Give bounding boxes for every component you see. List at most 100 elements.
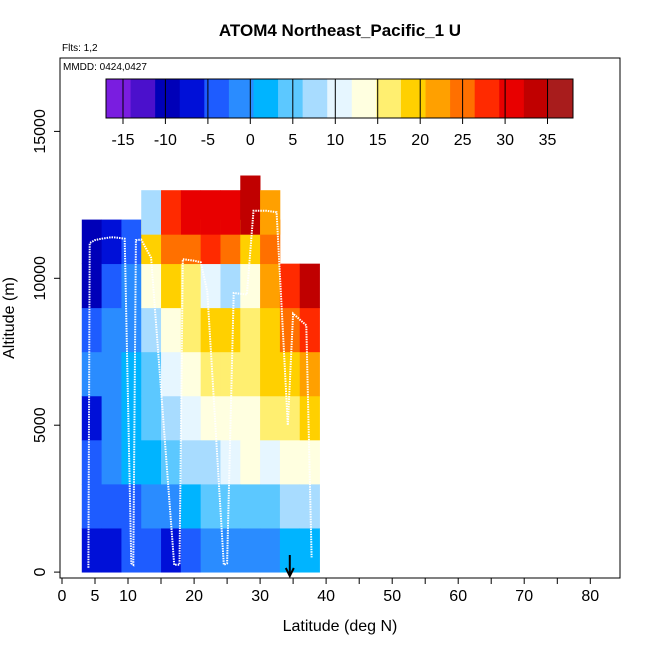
dates-label: MMDD: 0424,0427	[63, 62, 147, 73]
heatmap-cell	[141, 439, 162, 485]
heatmap-cell	[200, 351, 221, 397]
colorbar-segment	[302, 79, 328, 118]
heatmap-cell	[101, 219, 122, 265]
heatmap-cell	[260, 351, 281, 397]
colorbar-segment	[155, 79, 181, 118]
heatmap-cell	[200, 190, 221, 235]
arrow-head	[284, 567, 295, 579]
colorbar-segment	[130, 79, 156, 118]
colorbar-tick-label: -5	[201, 132, 215, 149]
y-tick-label: 5000	[32, 407, 49, 443]
heatmap-cell	[141, 483, 162, 529]
heatmap-cell	[279, 263, 301, 309]
colorbar-segment	[278, 79, 304, 118]
y-axis: 0 5000 10000 15000	[32, 109, 60, 577]
colorbar-segment	[106, 79, 131, 118]
flights-label: Flts: 1,2	[62, 43, 98, 54]
heatmap-cell	[200, 483, 221, 529]
heatmap-cell	[161, 190, 182, 235]
heatmap-cell	[220, 439, 241, 485]
x-tick-label: 30	[251, 588, 269, 605]
heatmap-cell	[141, 190, 162, 235]
colorbar-segment	[548, 79, 574, 118]
heatmap-cell	[161, 263, 182, 309]
colorbar-frame	[105, 78, 574, 119]
heatmap-cell	[299, 307, 320, 353]
heatmap-cell	[141, 263, 162, 309]
colorbar-segment	[523, 79, 549, 118]
heatmap-cell	[81, 307, 102, 353]
heatmap-cell	[121, 307, 142, 353]
latitude-arrow-marker	[284, 555, 295, 579]
heatmap-cell	[299, 528, 320, 573]
heatmap-cell	[220, 190, 241, 235]
colorbar-segment	[474, 79, 500, 118]
heatmap-cell	[240, 439, 261, 485]
colorbar-tick-label: 0	[246, 132, 255, 149]
heatmap-cell	[279, 307, 301, 353]
x-axis: 0 5 10 20 30 40 50 60 70 80	[58, 578, 599, 605]
heatmap-cell	[220, 351, 241, 397]
heatmap-cell	[299, 263, 320, 309]
colorbar-tick-label: 15	[369, 132, 387, 149]
colorbar-segment	[228, 79, 254, 118]
x-tick-label: 60	[449, 588, 467, 605]
colorbar-tick-label: 10	[326, 132, 344, 149]
heatmap-cell	[81, 219, 102, 265]
heatmap-cell	[260, 190, 281, 235]
x-tick-label: 0	[58, 588, 67, 605]
heatmap-cell	[101, 351, 122, 397]
heatmap-cell	[240, 307, 261, 353]
x-tick-label: 50	[383, 588, 401, 605]
colorbar-tick-labels: -15 -10 -5 0 5 10 15 20 25 30 35	[111, 132, 556, 149]
heatmap-cell	[101, 263, 122, 309]
heatmap-cell	[200, 439, 221, 485]
y-axis-label: Altitude (m)	[1, 277, 18, 359]
heatmap-cell	[240, 263, 261, 309]
heatmap-cell	[121, 483, 142, 529]
heatmap-cell	[200, 395, 221, 441]
heatmap-cell	[299, 395, 320, 441]
heatmap-cell	[200, 307, 221, 353]
colorbar-segment	[400, 79, 426, 118]
heatmap-cell	[260, 263, 281, 309]
heatmap-cell	[240, 395, 261, 441]
heatmap-cell	[220, 483, 241, 529]
heatmap-cell	[121, 219, 142, 265]
heatmap-cell	[101, 439, 122, 485]
heatmap-cell	[220, 528, 241, 573]
heatmap-cell	[141, 351, 162, 397]
heatmap-cell	[180, 395, 202, 441]
x-axis-label: Latitude (deg N)	[283, 618, 398, 635]
colorbar-segment	[425, 79, 451, 118]
heatmap-cell	[141, 307, 162, 353]
colorbar-tick-label: 30	[496, 132, 514, 149]
heatmap-cell	[161, 307, 182, 353]
colorbar-segment	[499, 79, 525, 118]
heatmap-cell	[161, 395, 182, 441]
colorbar-tick-label: 5	[288, 132, 297, 149]
heatmap-cell	[240, 175, 261, 220]
heatmap-cell	[260, 439, 281, 485]
x-tick-label: 40	[317, 588, 335, 605]
heatmap-cell	[240, 528, 261, 573]
plot-frame	[59, 57, 621, 579]
colorbar-segment	[179, 79, 205, 118]
heatmap-cell	[220, 263, 241, 309]
heatmap-cell	[240, 483, 261, 529]
flight-track-line	[87, 209, 313, 568]
x-tick-label: 80	[581, 588, 599, 605]
colorbar-segment	[376, 79, 402, 118]
heatmap-cell	[121, 263, 142, 309]
heatmap-cell	[200, 263, 221, 309]
colorbar-segment	[253, 79, 279, 118]
heatmap-cell	[81, 395, 102, 441]
heatmap-cell	[279, 439, 301, 485]
colorbar-tick-label: 35	[539, 132, 557, 149]
y-tick-label: 15000	[32, 109, 49, 154]
x-tick-label: 5	[91, 588, 100, 605]
heatmap-cell	[180, 190, 202, 235]
heatmap-cell	[260, 483, 281, 529]
heatmap-cell	[200, 528, 221, 573]
colorbar	[105, 78, 574, 124]
